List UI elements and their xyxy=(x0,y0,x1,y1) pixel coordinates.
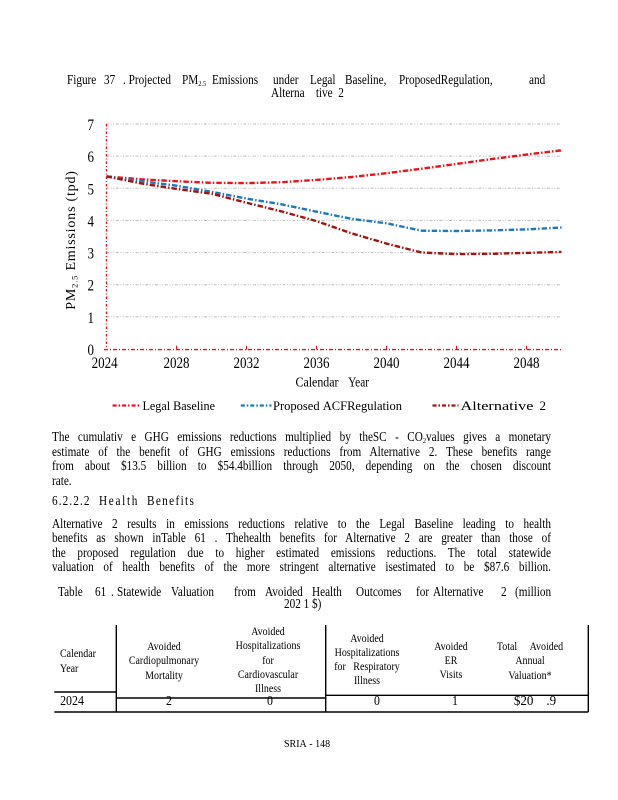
svg-text:5: 5 xyxy=(88,181,95,198)
svg-text:3: 3 xyxy=(88,246,95,263)
svg-text:Alternative: Alternative xyxy=(461,398,534,413)
svg-text:2: 2 xyxy=(540,398,547,413)
svg-text:0: 0 xyxy=(88,342,95,359)
svg-text:2: 2 xyxy=(88,278,95,295)
svg-text:1: 1 xyxy=(88,310,95,327)
svg-text:4: 4 xyxy=(88,213,95,230)
svg-text:7: 7 xyxy=(88,117,95,134)
svg-text:Year: Year xyxy=(348,375,369,390)
svg-text:Calendar: Calendar xyxy=(296,375,339,390)
svg-text:Legal Baseline: Legal Baseline xyxy=(143,398,216,413)
svg-text:2048: 2048 xyxy=(514,355,540,372)
svg-text:2044: 2044 xyxy=(444,355,470,372)
svg-text:2028: 2028 xyxy=(164,355,190,372)
svg-text:2036: 2036 xyxy=(304,355,330,372)
svg-text:2040: 2040 xyxy=(374,355,400,372)
svg-text:2024: 2024 xyxy=(92,355,118,372)
svg-text:2032: 2032 xyxy=(234,355,260,372)
svg-text:6: 6 xyxy=(88,149,95,166)
svg-text:Proposed ACFRegulation: Proposed ACFRegulation xyxy=(273,398,402,413)
svg-text:PM2.5 Emissions (tpd): PM2.5 Emissions (tpd) xyxy=(64,170,80,309)
